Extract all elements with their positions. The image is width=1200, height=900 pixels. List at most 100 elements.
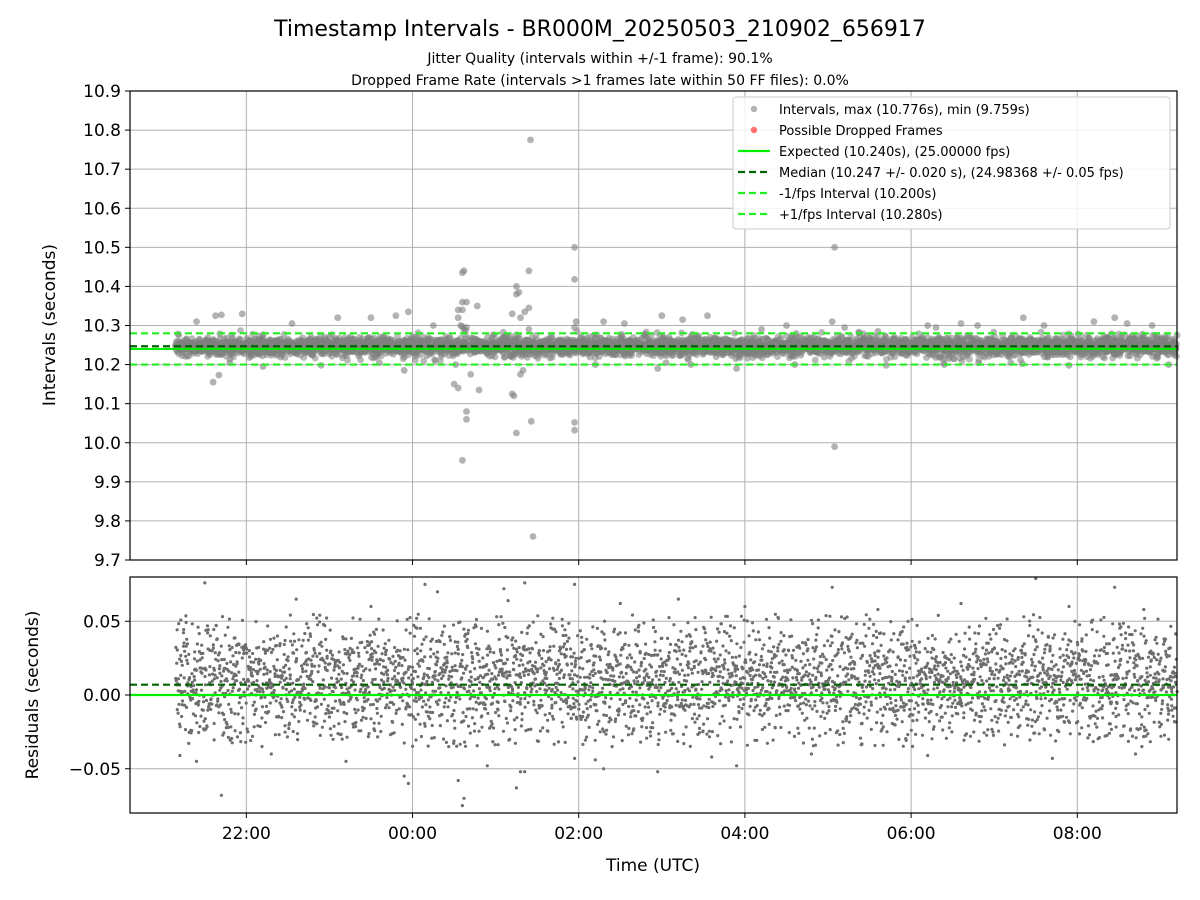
residual-point <box>235 679 239 683</box>
residual-point <box>275 658 279 662</box>
residual-point <box>273 733 277 737</box>
interval-outlier-point <box>527 417 535 425</box>
residual-point <box>230 646 234 650</box>
residual-point <box>291 681 295 685</box>
residual-point <box>184 620 188 625</box>
interval-outlier-point <box>218 311 225 319</box>
residual-point <box>205 724 209 728</box>
residual-point <box>288 677 292 681</box>
residual-point <box>288 613 292 617</box>
residual-point <box>311 680 315 684</box>
residual-point <box>260 744 264 749</box>
residual-point <box>210 702 214 706</box>
residual-point <box>309 658 313 662</box>
residual-point <box>229 707 233 712</box>
residual-point <box>323 624 327 628</box>
residual-point <box>231 686 235 690</box>
chart-subtitle-jitter: Jitter Quality (intervals within +/-1 fr… <box>426 51 772 67</box>
residual-point <box>274 668 278 673</box>
residual-point <box>176 677 180 681</box>
residual-point <box>315 654 319 659</box>
residual-point <box>244 740 248 744</box>
interval-outlier-point <box>679 316 686 323</box>
residual-point <box>286 655 290 659</box>
residual-point <box>233 729 237 733</box>
residual-point <box>309 671 314 676</box>
residual-point <box>201 651 205 656</box>
residual-point <box>258 724 262 729</box>
interval-outlier-point <box>525 326 533 333</box>
residual-point <box>226 688 230 693</box>
residual-point <box>306 638 310 642</box>
residual-point <box>266 624 270 628</box>
residual-point <box>292 632 296 636</box>
residual-point <box>274 643 278 648</box>
residual-point <box>299 675 303 679</box>
interval-point <box>357 356 364 364</box>
residual-point <box>181 631 186 635</box>
residual-point <box>196 625 200 629</box>
residual-point <box>275 634 280 638</box>
interval-outlier-point <box>1111 314 1119 322</box>
residual-point <box>282 652 286 657</box>
residual-point <box>282 642 286 647</box>
residual-point <box>175 708 179 712</box>
residual-point <box>192 675 196 679</box>
interval-outlier-point <box>463 324 470 331</box>
interval-outlier-point <box>519 367 527 374</box>
residual-point <box>200 643 204 647</box>
interval-outlier-point <box>215 371 223 379</box>
residual-point <box>241 716 245 720</box>
residual-point <box>237 687 242 691</box>
residual-point <box>183 728 188 732</box>
residual-point <box>214 624 218 628</box>
residual-point <box>223 718 227 722</box>
interval-point <box>237 327 244 334</box>
interval-outlier-point <box>932 324 940 331</box>
residual-point <box>227 669 231 673</box>
residual-point <box>234 650 238 655</box>
residual-point <box>283 724 287 728</box>
residual-point <box>283 670 287 674</box>
residual-point <box>220 615 225 619</box>
interval-outlier-point <box>658 312 666 320</box>
residual-point <box>317 664 321 668</box>
residual-point <box>229 725 233 729</box>
residual-point <box>312 648 316 652</box>
residual-point <box>284 687 288 692</box>
residual-point <box>252 680 256 684</box>
residual-point <box>280 674 284 678</box>
residual-point <box>303 686 307 691</box>
residual-point <box>222 731 226 735</box>
residual-point <box>292 687 296 691</box>
interval-point <box>491 353 499 361</box>
residual-point <box>305 718 310 722</box>
residual-point <box>295 657 299 661</box>
interval-outlier-point <box>571 419 578 426</box>
residual-point <box>212 668 216 672</box>
interval-outlier-point <box>475 386 483 394</box>
residual-point <box>249 666 253 670</box>
residual-point <box>287 721 292 725</box>
top-y-tick-label: 10.6 <box>83 199 121 219</box>
residual-point <box>203 683 208 687</box>
interval-outlier-point <box>733 365 740 372</box>
residual-point <box>179 618 183 622</box>
residual-point <box>206 708 210 712</box>
interval-point <box>431 357 439 365</box>
residual-point <box>234 673 238 678</box>
residual-point <box>204 698 209 703</box>
interval-outlier-point <box>459 456 466 464</box>
residual-point <box>263 665 267 669</box>
interval-outlier-point <box>957 320 965 327</box>
residual-point <box>212 627 216 632</box>
interval-outlier-point <box>238 310 246 318</box>
residual-point <box>191 697 195 701</box>
residual-point <box>239 740 243 744</box>
residual-point <box>318 686 322 690</box>
residual-point <box>193 678 197 682</box>
interval-point <box>1037 328 1045 336</box>
residual-point <box>216 697 220 701</box>
residual-point <box>292 639 297 643</box>
top-y-tick-label: 10.9 <box>83 82 121 102</box>
